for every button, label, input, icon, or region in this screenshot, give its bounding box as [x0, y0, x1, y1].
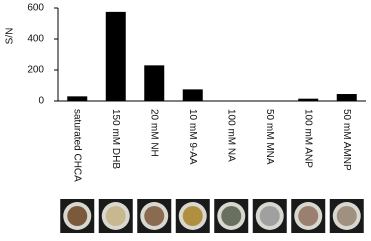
y-axis-label: S/N: [5, 28, 16, 45]
x-tick-label: 150 mM DHB: [110, 109, 121, 169]
spot-sample: [336, 206, 357, 226]
bar: [144, 65, 165, 101]
spot-sample: [221, 206, 242, 226]
spot-sample: [105, 206, 126, 226]
bar: [182, 89, 203, 101]
x-tick-label: 100 mM ANP: [303, 109, 314, 168]
bar: [67, 96, 88, 101]
x-tick-label: 50 mM AMNP: [341, 109, 352, 171]
bar: [298, 98, 319, 101]
bar: [105, 11, 126, 101]
spot-sample: [182, 206, 203, 226]
y-tick-label: 200: [27, 65, 44, 76]
y-tick-label: 600: [27, 3, 44, 14]
y-tick-label: 0: [38, 96, 44, 107]
y-tick-label: 400: [27, 34, 44, 45]
spot-sample: [298, 206, 319, 226]
bar: [336, 94, 357, 101]
x-tick-label: 10 mM 9-AA: [187, 109, 198, 165]
x-tick-label: saturated CHCA: [72, 109, 83, 182]
x-tick-label: 100 mM NA: [226, 109, 237, 162]
x-tick-label: 20 mM NH: [149, 109, 160, 157]
x-tick-label: 50 mM MNA: [264, 109, 275, 165]
spot-sample: [144, 206, 165, 226]
spot-sample: [67, 206, 88, 226]
spot-sample: [259, 206, 280, 226]
